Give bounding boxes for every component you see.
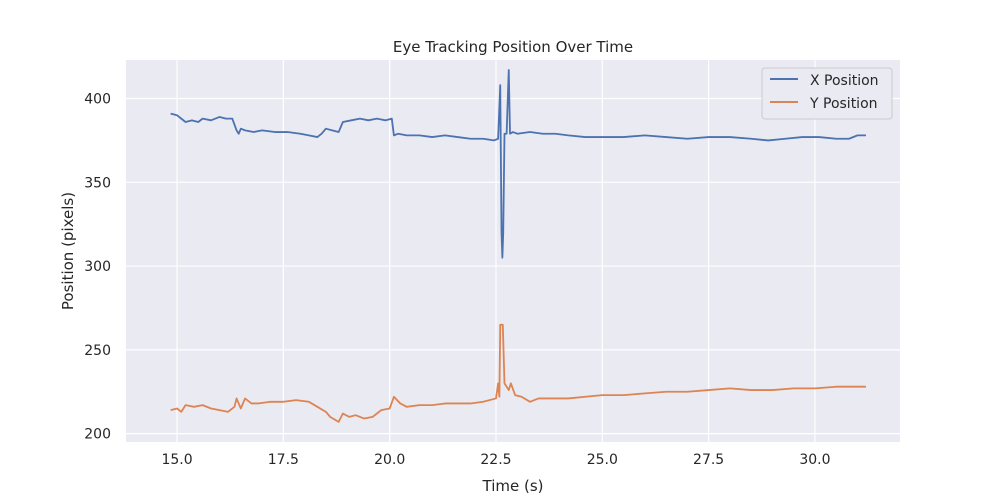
legend-box: [761, 67, 893, 120]
x-tick-label: 15.0: [161, 452, 192, 468]
series-line-x-position: [170, 69, 866, 259]
legend-label-x-position: X Position: [810, 73, 879, 89]
x-tick-label: 30.0: [799, 452, 830, 468]
y-tick-labels: 200 250 300 350 400: [84, 92, 111, 443]
x-tick-label: 27.5: [693, 452, 724, 468]
y-tick-label: 350: [84, 175, 111, 191]
chart-title: Eye Tracking Position Over Time: [393, 38, 633, 56]
y-tick-label: 400: [84, 92, 111, 108]
legend: X Position Y Position: [761, 67, 893, 120]
y-tick-label: 200: [84, 427, 111, 443]
y-axis-label: Position (pixels): [59, 192, 77, 310]
y-tick-label: 250: [84, 343, 111, 359]
x-tick-label: 25.0: [587, 452, 618, 468]
x-tick-label: 20.0: [374, 452, 405, 468]
legend-label-y-position: Y Position: [809, 96, 878, 112]
y-tick-label: 300: [84, 259, 111, 275]
x-tick-label: 22.5: [480, 452, 511, 468]
series-line-y-position: [170, 323, 866, 423]
x-tick-label: 17.5: [268, 452, 299, 468]
x-axis-label: Time (s): [482, 477, 544, 495]
grid-lines: [126, 60, 900, 442]
x-tick-labels: 15.0 17.5 20.0 22.5 25.0 27.5 30.0: [161, 452, 830, 468]
plot-area: [126, 60, 900, 442]
series-lines: [170, 69, 866, 423]
